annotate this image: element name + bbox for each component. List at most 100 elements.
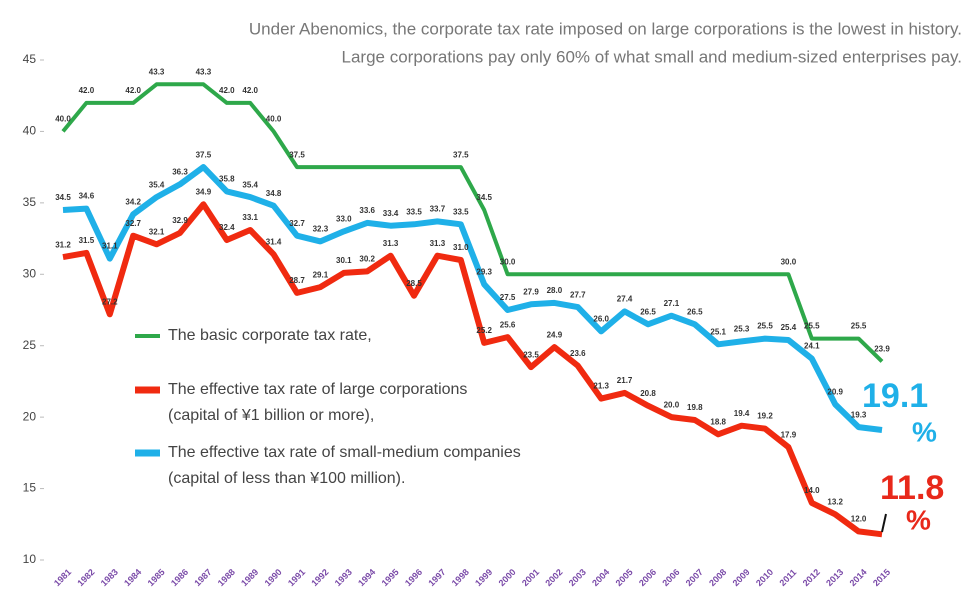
- x-tick-label: 2012: [801, 567, 822, 588]
- data-label: 34.8: [266, 189, 282, 198]
- chart-title: Large corporations pay only 60% of what …: [342, 47, 963, 66]
- data-label: 21.3: [593, 382, 609, 391]
- x-tick-label: 1998: [450, 567, 471, 588]
- data-label: 34.5: [476, 193, 492, 202]
- data-label: 26.0: [593, 315, 609, 324]
- x-tick-label: 1988: [216, 567, 237, 588]
- data-label: 19.8: [687, 403, 703, 412]
- x-tick-label: 1981: [52, 567, 73, 588]
- data-label: 35.4: [242, 180, 258, 189]
- series-line: [62, 201, 883, 538]
- data-label: 42.0: [125, 86, 141, 95]
- data-label: 37.5: [453, 150, 469, 159]
- data-label: 17.9: [781, 430, 797, 439]
- legend-label: The basic corporate tax rate,: [168, 327, 372, 344]
- x-tick-label: 2005: [614, 567, 635, 588]
- data-label: 25.5: [851, 322, 867, 331]
- data-label: 19.4: [734, 409, 750, 418]
- data-label: 23.5: [523, 350, 539, 359]
- data-label: 33.5: [406, 207, 422, 216]
- data-label: 24.1: [804, 342, 820, 351]
- data-label: 32.7: [289, 219, 305, 228]
- data-label: 29.1: [313, 270, 329, 279]
- data-label: 25.6: [500, 320, 516, 329]
- data-label: 20.9: [827, 387, 843, 396]
- y-tick-label: 20: [23, 409, 37, 423]
- series-line: [62, 164, 883, 433]
- y-tick-label: 10: [23, 552, 37, 566]
- y-tick-label: 15: [23, 481, 37, 495]
- data-label: 28.0: [547, 286, 563, 295]
- x-tick-label: 1997: [426, 567, 447, 588]
- data-label: 19.2: [757, 412, 773, 421]
- chart-title: Under Abenomics, the corporate tax rate …: [249, 19, 962, 38]
- data-label: 25.1: [710, 327, 726, 336]
- big-data-label: 19.1: [862, 377, 928, 415]
- data-label: 33.4: [383, 209, 399, 218]
- data-label: 36.3: [172, 167, 188, 176]
- data-label: 28.7: [289, 276, 305, 285]
- data-label: 30.1: [336, 256, 352, 265]
- data-label: 27.2: [102, 297, 118, 306]
- x-tick-label: 2006: [660, 567, 681, 588]
- data-label: 40.0: [266, 115, 282, 124]
- data-label: 27.1: [664, 299, 680, 308]
- x-tick-label: 1985: [146, 567, 167, 588]
- data-label: 13.2: [827, 497, 843, 506]
- data-label: 43.3: [149, 67, 165, 76]
- x-tick-label: 2002: [543, 567, 564, 588]
- data-label: 33.5: [453, 207, 469, 216]
- data-label: 33.6: [359, 206, 375, 215]
- data-label: 27.9: [523, 287, 539, 296]
- x-tick-label: 2008: [707, 567, 728, 588]
- data-label: 31.5: [79, 236, 95, 245]
- data-label: 25.5: [804, 322, 820, 331]
- data-label: 14.0: [804, 486, 820, 495]
- data-label: 35.8: [219, 175, 235, 184]
- data-label: 21.7: [617, 376, 633, 385]
- y-tick-label: 45: [23, 52, 37, 66]
- data-label: 19.3: [851, 410, 867, 419]
- x-tick-label: 1995: [380, 567, 401, 588]
- x-tick-label: 2003: [567, 567, 588, 588]
- x-tick-label: 2011: [778, 567, 799, 588]
- y-tick-label: 25: [23, 338, 37, 352]
- data-label: 25.4: [781, 323, 797, 332]
- annotation: %: [912, 416, 937, 447]
- data-label: 23.6: [570, 349, 586, 358]
- data-label: 32.9: [172, 216, 188, 225]
- data-label: 27.4: [617, 295, 633, 304]
- x-tick-label: 1987: [192, 567, 213, 588]
- data-label: 32.3: [313, 225, 329, 234]
- data-label: 30.2: [359, 255, 375, 264]
- data-label: 37.5: [196, 150, 212, 159]
- annotation: %: [906, 504, 931, 535]
- data-label: 25.3: [734, 325, 750, 334]
- x-tick-label: 1996: [403, 567, 424, 588]
- data-label: 37.5: [289, 150, 305, 159]
- pointer: [881, 513, 887, 533]
- x-tick-label: 2000: [497, 567, 518, 588]
- data-label: 34.9: [196, 187, 212, 196]
- data-label: 34.5: [55, 193, 71, 202]
- data-label: 35.4: [149, 180, 165, 189]
- data-label: 25.2: [476, 326, 492, 335]
- data-label: 30.0: [781, 257, 797, 266]
- x-tick-label: 1991: [286, 567, 307, 588]
- data-label: 12.0: [851, 515, 867, 524]
- data-label: 43.3: [196, 67, 212, 76]
- x-tick-label: 1983: [99, 567, 120, 588]
- data-label: 33.1: [242, 213, 258, 222]
- x-tick-label: 2014: [848, 567, 869, 588]
- legend-label: (capital of less than ¥100 million).: [168, 470, 405, 487]
- x-tick-label: 2015: [871, 567, 892, 588]
- x-tick-label: 1990: [263, 567, 284, 588]
- y-tick-label: 35: [23, 195, 37, 209]
- data-label: 33.0: [336, 215, 352, 224]
- x-tick-label: 2001: [520, 567, 541, 588]
- data-label: 42.0: [79, 86, 95, 95]
- x-tick-label: 1992: [309, 567, 330, 588]
- x-tick-label: 1994: [356, 567, 377, 588]
- data-label: 25.5: [757, 322, 773, 331]
